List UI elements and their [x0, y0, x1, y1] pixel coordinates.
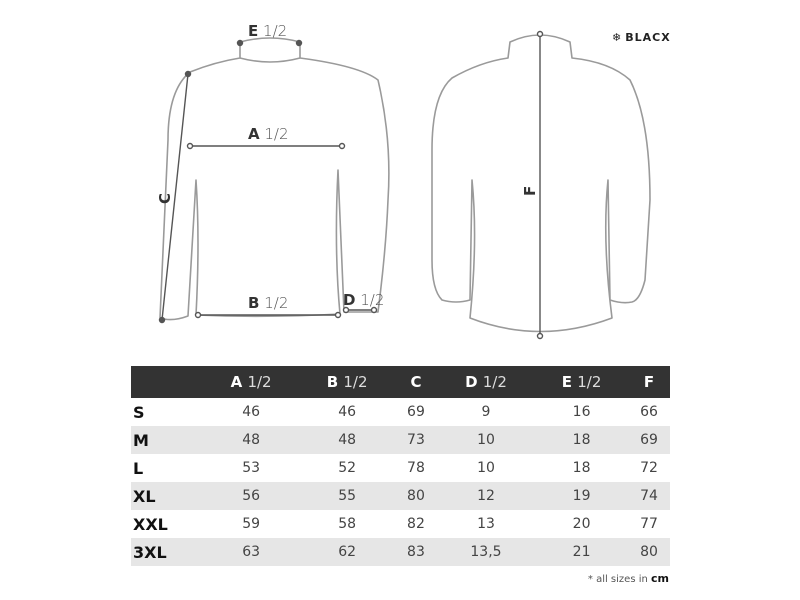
- back-jacket-outline: [431, 34, 651, 333]
- table-cell: 62: [299, 538, 396, 566]
- table-cell: 10: [436, 426, 536, 454]
- table-cell: 58: [338, 516, 357, 532]
- table-row: XL 56 55 80 12 19 74: [131, 482, 670, 510]
- table-cell: 18: [535, 426, 629, 454]
- table-cell: 10: [477, 460, 495, 476]
- column-header: A 1/2: [203, 366, 300, 398]
- size-label: M: [131, 426, 203, 454]
- size-label: XXL: [133, 514, 168, 534]
- table-cell: 18: [572, 460, 591, 476]
- front-jacket-outline: [159, 37, 390, 321]
- label-c: C: [156, 193, 174, 204]
- unit: cm: [651, 572, 669, 585]
- label-e: E 1/2: [248, 22, 287, 40]
- table-cell: 13: [477, 516, 495, 532]
- table-cell: 80: [628, 538, 670, 566]
- column-header: D 1/2: [436, 366, 536, 398]
- table-cell: 69: [628, 426, 670, 454]
- table-row: S 46 46 69 9 16 66: [131, 398, 670, 426]
- table-cell: 63: [203, 538, 300, 566]
- table-cell: 12: [436, 482, 536, 510]
- table-cell: 77: [640, 516, 658, 532]
- table-cell: 52: [338, 460, 357, 476]
- label-b: B 1/2: [248, 294, 288, 312]
- table-cell: 59: [242, 516, 261, 532]
- table-cell: 48: [203, 426, 300, 454]
- units-note: * all sizes in cm: [587, 572, 669, 585]
- table-cell: 16: [572, 404, 591, 420]
- label-f: F: [521, 186, 539, 196]
- table-cell: 46: [338, 404, 357, 420]
- brand-name: BLACX: [625, 31, 671, 44]
- label-d: D 1/2: [343, 291, 384, 309]
- table-row: L 53 52 78 10 18 72: [131, 454, 670, 482]
- column-header: F: [628, 366, 670, 398]
- table-cell: 19: [535, 482, 629, 510]
- table-cell: 53: [242, 460, 261, 476]
- table-row: M 48 48 73 10 18 69: [131, 426, 670, 454]
- table-cell: 74: [628, 482, 670, 510]
- size-label: S: [133, 402, 145, 422]
- label-a: A 1/2: [248, 125, 289, 143]
- column-header: [131, 366, 203, 398]
- size-label: XL: [131, 482, 203, 510]
- table-cell: 69: [407, 404, 425, 420]
- table-cell: 56: [203, 482, 300, 510]
- snowflake-icon: ❄: [612, 31, 623, 44]
- table-cell: 48: [299, 426, 396, 454]
- table-row: XXL 59 58 82 13 20 77: [131, 510, 670, 538]
- table-cell: 83: [395, 538, 437, 566]
- size-table: A 1/2 B 1/2 C D 1/2 E 1/2 F S 46 46 69 9 16 66 M 48 4…: [131, 366, 670, 566]
- table-cell: 21: [535, 538, 629, 566]
- jacket-diagram: E 1/2 A 1/2 C B 1/2 D 1/2 F: [156, 22, 651, 340]
- column-header: E 1/2: [535, 366, 629, 398]
- table-cell: 13,5: [436, 538, 536, 566]
- table-cell: 20: [572, 516, 591, 532]
- size-label: 3XL: [131, 538, 203, 566]
- table-cell: 55: [299, 482, 396, 510]
- table-cell: 66: [640, 404, 658, 420]
- table-cell: 82: [407, 516, 425, 532]
- table-cell: 78: [407, 460, 425, 476]
- table-cell: 80: [395, 482, 437, 510]
- brand-logo: ❄ BLACX: [612, 31, 671, 44]
- column-header: C: [395, 366, 437, 398]
- column-header: B 1/2: [299, 366, 396, 398]
- table-cell: 46: [242, 404, 261, 420]
- table-header: A 1/2 B 1/2 C D 1/2 E 1/2 F: [131, 366, 670, 398]
- table-cell: 72: [640, 460, 658, 476]
- table-row: 3XL 63 62 83 13,5 21 80: [131, 538, 670, 566]
- table-cell: 73: [395, 426, 437, 454]
- size-label: L: [133, 458, 144, 478]
- table-cell: 9: [481, 404, 491, 420]
